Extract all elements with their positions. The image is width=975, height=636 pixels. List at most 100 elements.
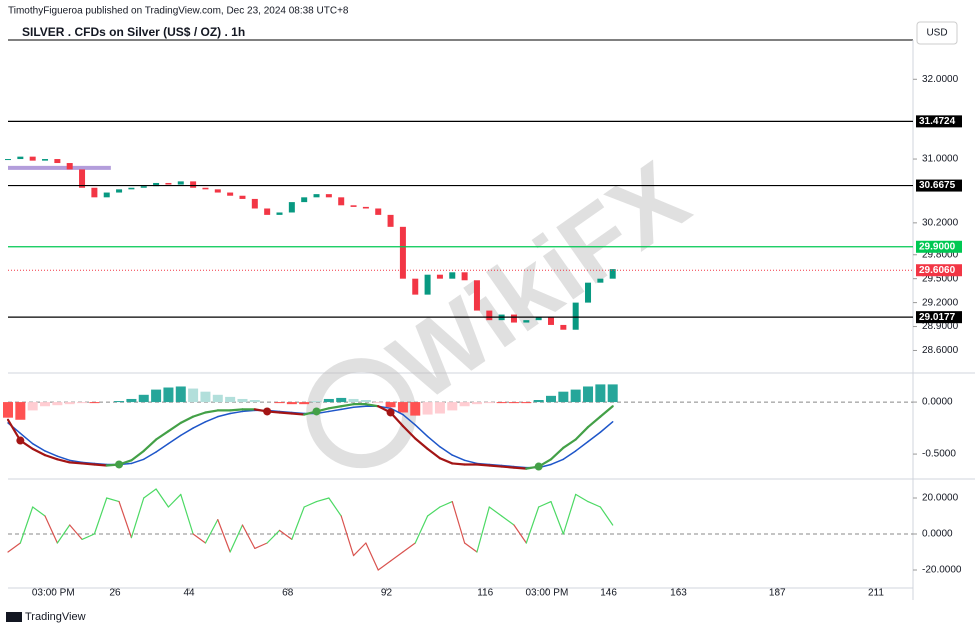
histogram-bar (521, 402, 532, 404)
histogram-bar (496, 402, 507, 404)
candle (202, 187, 209, 190)
candle (486, 310, 493, 321)
signal-line (599, 421, 614, 433)
histogram-bar (434, 402, 445, 414)
signal-line (143, 451, 157, 461)
oscillator-line (377, 560, 392, 571)
macd-line (599, 405, 614, 418)
cross-dot (16, 436, 25, 445)
candle (190, 181, 197, 188)
oscillator-line (204, 519, 219, 544)
candle (375, 208, 382, 215)
macd-line (586, 415, 602, 429)
cross-dot (534, 462, 543, 471)
level-label: 29.9000 (919, 241, 956, 252)
histogram-bar (583, 386, 594, 403)
candle (17, 156, 24, 160)
y-tick-label: 20.0000 (922, 493, 959, 504)
oscillator-line (118, 501, 133, 539)
signal-line (352, 405, 367, 409)
signal-line (340, 406, 355, 411)
oscillator-line (599, 506, 614, 526)
candle (79, 169, 86, 188)
cross-dot (263, 407, 272, 416)
signal-line (328, 408, 342, 413)
publisher: TimothyFigueroa published on TradingView… (8, 6, 349, 17)
histogram-bar (212, 394, 223, 403)
oscillator-line (229, 524, 244, 553)
signal-line (439, 446, 454, 456)
histogram-bar (15, 402, 26, 420)
y-tick-label: -0.5000 (922, 449, 956, 460)
signal-line (463, 459, 478, 465)
oscillator-line (130, 497, 145, 539)
brand-logo (6, 612, 22, 622)
oscillator-line (315, 497, 330, 503)
macd-line (364, 403, 380, 408)
y-tick-label: 0.0000 (922, 529, 953, 540)
oscillator-line (439, 501, 453, 508)
signal-line (44, 450, 59, 457)
signal-line (426, 435, 441, 448)
y-tick-label: -20.0000 (922, 565, 962, 576)
histogram-bar (114, 401, 125, 403)
level-label: 31.4724 (919, 116, 956, 127)
oscillator-line (402, 542, 416, 553)
y-tick-label: 29.5000 (922, 273, 959, 284)
candle (585, 282, 592, 303)
oscillator-line (217, 519, 231, 553)
histogram-bar (373, 402, 384, 404)
macd-line (80, 462, 96, 466)
currency-box[interactable] (916, 21, 958, 45)
signal-line (402, 413, 416, 426)
oscillator-line (241, 524, 256, 549)
histogram-bar (447, 402, 458, 411)
candle (597, 278, 604, 283)
histogram-bar (570, 389, 581, 403)
oscillator-line (562, 493, 577, 535)
macd-line (6, 418, 22, 442)
histogram-bar (77, 402, 88, 404)
candle (214, 189, 221, 193)
histogram-bar (89, 402, 100, 404)
signal-line (155, 442, 170, 453)
histogram-bar (595, 384, 606, 403)
macd-line (488, 464, 503, 468)
x-tick-label: 163 (670, 588, 687, 599)
oscillator-line (254, 542, 268, 549)
oscillator-line (550, 501, 564, 535)
histogram-bar (64, 402, 75, 405)
x-tick-label: 03:00 PM (525, 588, 568, 599)
oscillator-line (426, 506, 441, 517)
signal-line (180, 427, 194, 437)
candle (288, 202, 295, 213)
macd-line (93, 463, 108, 467)
y-tick-label: 29.2000 (922, 297, 959, 308)
histogram-bar (138, 394, 149, 403)
oscillator-line (365, 542, 379, 571)
signal-line (451, 454, 466, 462)
candle (103, 192, 110, 198)
candle (449, 272, 456, 279)
level-label: 30.6675 (919, 180, 956, 191)
level-label-box (916, 264, 962, 277)
oscillator-line (414, 515, 429, 544)
brand: TradingView (25, 611, 86, 623)
candle (362, 206, 369, 209)
x-tick-label: 26 (109, 588, 121, 599)
cross-dot (115, 460, 124, 469)
candle (399, 226, 406, 279)
candle (535, 316, 542, 321)
candle (510, 314, 517, 323)
oscillator-line (575, 493, 589, 503)
macd-line (512, 466, 528, 470)
y-tick-label: 0.0000 (922, 397, 953, 408)
x-tick-label: 92 (381, 588, 393, 599)
oscillator-line (513, 524, 527, 544)
signal-line (414, 424, 429, 438)
oscillator-line (7, 542, 21, 553)
oscillator-line (19, 506, 34, 544)
candle (276, 212, 283, 215)
y-tick-label: 28.6000 (922, 345, 959, 356)
currency[interactable]: USD (926, 28, 947, 39)
